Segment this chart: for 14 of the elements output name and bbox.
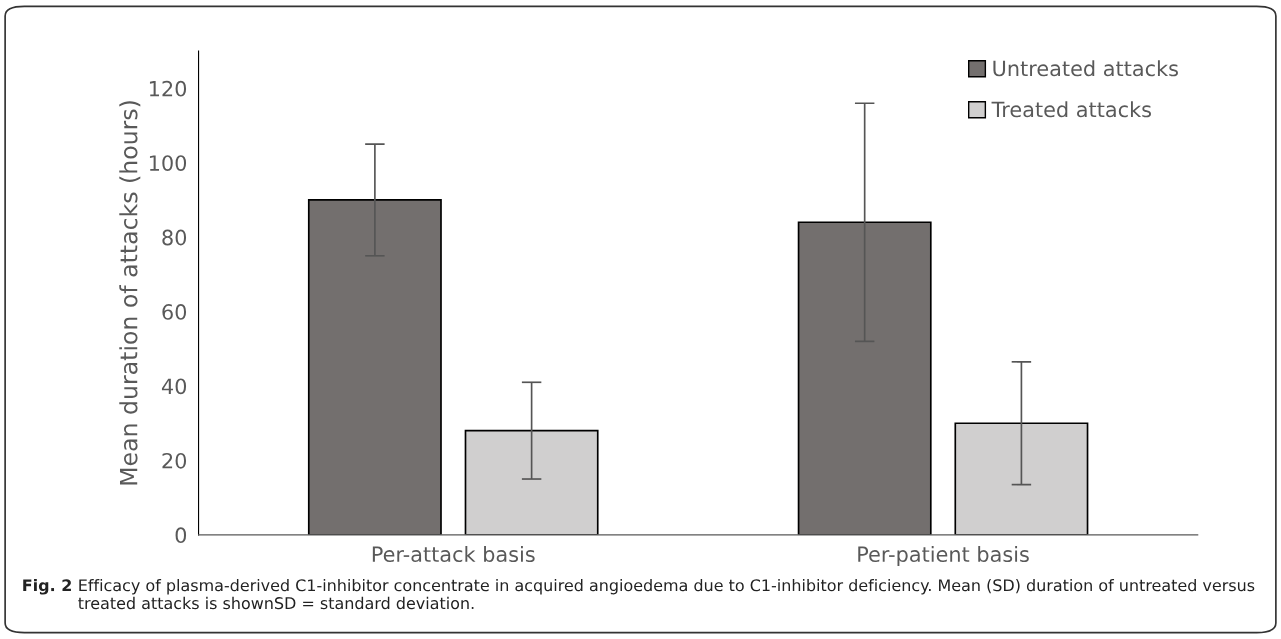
y-axis-title: Mean duration of attacks (hours)	[119, 101, 141, 485]
caption: Fig. 2	[23, 578, 71, 595]
x-tick-label: Per-attack basis	[372, 545, 535, 563]
y-tick-label: 100	[149, 155, 187, 171]
y-tick-label: 40	[161, 378, 187, 395]
legend-label: Untreated attacks	[993, 60, 1178, 77]
y-tick-label: 80	[162, 229, 187, 246]
y-tick-label: 20	[162, 452, 187, 469]
legend-label: Treated attacks	[991, 101, 1151, 118]
y-tick-label: 0	[175, 527, 187, 544]
text: Efficacy of plasma-derived C1-inhibitor concentrate in acquired angioedema due to C1-inhibitor deficiency. Mean (SD) duration of untreated versus treated attacks is shownSD = standard deviation.	[78, 578, 1255, 610]
x-tick-label: Per-patient basis	[858, 545, 1029, 567]
y-tick-label: 120	[149, 80, 187, 97]
y-tick-label: 60	[162, 304, 187, 320]
